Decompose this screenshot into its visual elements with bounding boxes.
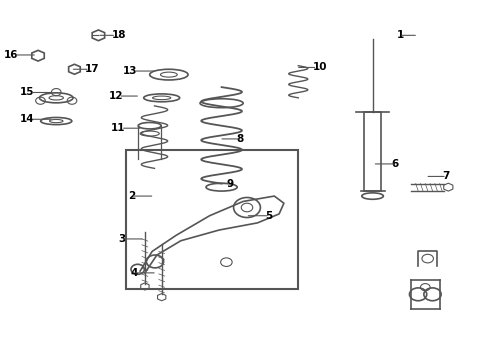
Text: 1: 1 [396, 30, 403, 40]
Text: 11: 11 [111, 123, 125, 133]
Text: 8: 8 [236, 134, 243, 144]
Text: 14: 14 [20, 114, 35, 124]
Bar [125, 150, 298, 289]
Text: 5: 5 [264, 211, 271, 221]
Text: 9: 9 [226, 179, 233, 189]
Text: 18: 18 [111, 30, 125, 40]
Text: 6: 6 [391, 159, 398, 169]
Text: 17: 17 [85, 64, 100, 74]
Text: 16: 16 [3, 50, 18, 60]
Text: 7: 7 [441, 171, 448, 181]
Text: 4: 4 [130, 268, 138, 278]
Text: 12: 12 [109, 91, 123, 101]
Text: 2: 2 [128, 191, 135, 201]
Text: 10: 10 [312, 63, 326, 72]
Text: 13: 13 [123, 66, 138, 76]
Bar [363, 112, 381, 191]
Text: 15: 15 [20, 87, 35, 98]
Text: 3: 3 [118, 234, 125, 244]
